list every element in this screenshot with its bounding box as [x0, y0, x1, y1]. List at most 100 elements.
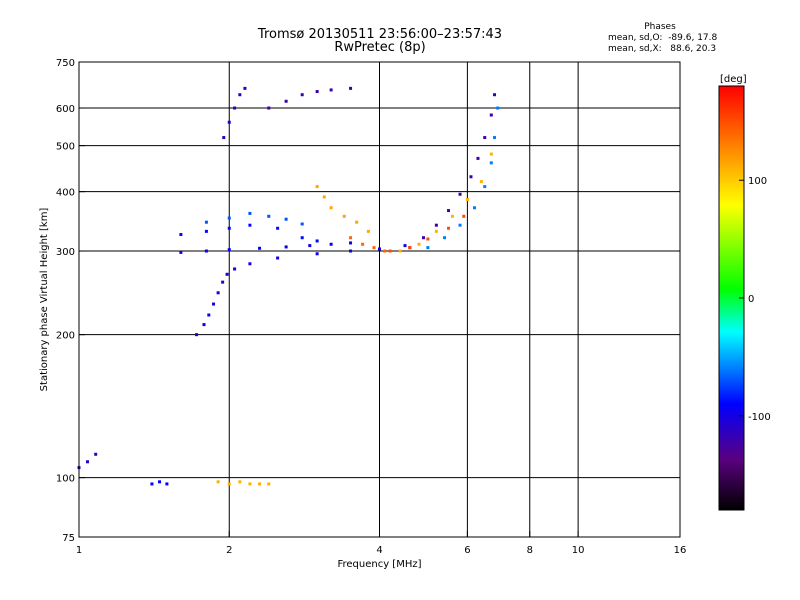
data-point	[366, 229, 370, 233]
phase-stats-x: mean, sd,X: 88.6, 20.3	[608, 44, 717, 54]
data-point	[315, 185, 319, 189]
data-point	[458, 223, 462, 227]
data-point	[489, 113, 493, 117]
data-point	[179, 250, 183, 254]
axis-ticks: 1 2 4 6 8 10 16 75 100 200 300 400 500 600 750	[56, 58, 686, 556]
grid-lines	[79, 62, 680, 537]
data-point	[315, 252, 319, 256]
data-point	[248, 211, 252, 215]
x-tick-label: 2	[226, 545, 232, 556]
data-point	[417, 242, 421, 246]
data-point	[408, 246, 412, 250]
data-point	[179, 233, 183, 237]
x-tick-label: 16	[674, 545, 687, 556]
data-point	[469, 175, 473, 179]
data-point	[434, 223, 438, 227]
data-point	[300, 222, 304, 226]
data-point	[483, 185, 487, 189]
y-tick-label: 750	[56, 58, 75, 69]
data-point	[276, 256, 280, 260]
data-point	[329, 242, 333, 246]
data-point	[496, 106, 500, 110]
data-point	[383, 249, 387, 253]
data-points	[77, 86, 500, 486]
data-point	[222, 136, 226, 140]
data-point	[493, 136, 497, 140]
data-point	[300, 93, 304, 97]
data-point	[342, 214, 346, 218]
data-point	[150, 482, 154, 486]
data-point	[458, 192, 462, 196]
x-tick-label: 1	[76, 545, 82, 556]
data-point	[493, 93, 497, 97]
data-point	[329, 88, 333, 92]
data-point	[483, 136, 487, 140]
data-point	[212, 302, 216, 306]
data-point	[315, 90, 319, 94]
colorbar-tick-label: 0	[748, 294, 754, 305]
data-point	[447, 209, 451, 213]
data-point	[372, 246, 376, 250]
data-point	[248, 482, 252, 486]
phase-stats-o: mean, sd,O: -89.6, 17.8	[608, 33, 718, 43]
data-point	[349, 236, 353, 240]
data-point	[462, 214, 466, 218]
y-tick-label: 500	[56, 142, 75, 153]
data-point	[267, 482, 271, 486]
data-point	[258, 246, 262, 250]
data-point	[361, 242, 365, 246]
x-axis-label: Frequency [MHz]	[337, 559, 421, 570]
y-tick-label: 200	[56, 331, 75, 342]
y-tick-label: 400	[56, 188, 75, 199]
data-point	[238, 480, 242, 484]
data-point	[238, 93, 242, 97]
x-tick-label: 10	[572, 545, 585, 556]
data-point	[476, 156, 480, 160]
data-point	[349, 249, 353, 253]
data-point	[267, 106, 271, 110]
colorbar-label: [deg]	[720, 74, 747, 85]
data-point	[284, 99, 288, 103]
data-point	[216, 480, 220, 484]
data-point	[378, 247, 381, 251]
y-axis-label: Stationary phase Virtual Height [km]	[39, 208, 50, 392]
data-point	[204, 229, 208, 233]
data-point	[165, 482, 169, 486]
data-point	[489, 152, 493, 156]
colorbar-tick-label: 100	[748, 176, 767, 187]
data-point	[329, 206, 333, 210]
data-point	[349, 86, 353, 90]
y-tick-label: 75	[62, 533, 75, 544]
data-point	[421, 236, 425, 240]
data-point	[300, 236, 304, 240]
colorbar-ticks: -100 0 100	[739, 176, 771, 423]
data-point	[227, 216, 231, 220]
data-point	[284, 217, 288, 221]
data-point	[315, 239, 319, 243]
data-point	[489, 161, 493, 165]
data-point	[465, 198, 469, 202]
data-point	[267, 214, 271, 218]
colorbar-tick-label: -100	[748, 412, 771, 423]
data-point	[308, 244, 312, 248]
data-point	[204, 249, 208, 253]
data-point	[195, 333, 199, 337]
y-tick-label: 100	[56, 474, 75, 485]
data-point	[355, 220, 359, 224]
data-point	[204, 220, 208, 224]
data-point	[248, 262, 252, 266]
data-point	[248, 223, 252, 227]
data-point	[207, 313, 211, 317]
data-point	[434, 229, 438, 233]
data-point	[94, 452, 98, 456]
data-point	[398, 249, 402, 253]
data-point	[443, 236, 447, 240]
data-point	[258, 482, 262, 486]
data-point	[447, 226, 451, 230]
phase-stats-header: Phases	[644, 22, 676, 32]
data-point	[221, 280, 225, 284]
data-point	[233, 106, 237, 110]
data-point	[233, 267, 237, 271]
data-point	[227, 120, 231, 124]
